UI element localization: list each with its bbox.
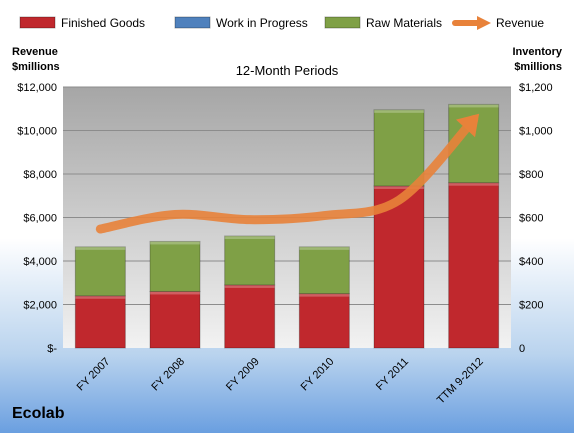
bar-highlight (224, 235, 275, 239)
bar-highlight (150, 291, 200, 295)
legend-swatch-arrow (477, 16, 491, 30)
bar-highlight (299, 246, 350, 250)
left-tick-label: $8,000 (23, 169, 57, 181)
bar-highlight (75, 246, 126, 250)
right-tick-label: $200 (519, 300, 543, 312)
right-tick-label: $1,200 (519, 82, 553, 94)
bar-highlight (374, 109, 424, 113)
bar-finished-goods (373, 185, 425, 349)
right-tick-label: $400 (519, 256, 543, 268)
legend-label: Raw Materials (366, 16, 442, 30)
right-tick-label: $1,000 (519, 126, 553, 138)
bar-raw-materials (74, 246, 126, 297)
bar-highlight (374, 185, 424, 189)
bar-raw-materials (373, 109, 425, 187)
bar-highlight (448, 182, 499, 186)
legend-swatch (324, 16, 361, 29)
bar-raw-materials (298, 246, 350, 295)
right-axis-title: Inventory (512, 46, 562, 58)
bar-finished-goods (74, 295, 126, 349)
left-tick-label: $- (47, 343, 57, 355)
bar-raw-materials (224, 235, 276, 286)
left-tick-label: $10,000 (17, 126, 57, 138)
category-label: FY 2008 (149, 356, 187, 394)
bar-finished-goods (298, 293, 350, 349)
category-label: TTM 9-2012 (435, 356, 486, 407)
right-tick-label: $600 (519, 213, 543, 225)
company-name: Ecolab (12, 405, 65, 422)
legend-swatch (19, 16, 56, 29)
category-label: FY 2009 (224, 356, 262, 394)
bar-highlight (150, 241, 200, 245)
left-axis-unit: $millions (12, 61, 60, 73)
bar-finished-goods (448, 182, 500, 349)
revenue-line (95, 115, 479, 234)
left-tick-label: $12,000 (17, 82, 57, 94)
left-tick-label: $4,000 (23, 256, 57, 268)
category-label: FY 2007 (75, 356, 113, 394)
left-axis-title: Revenue (12, 46, 58, 58)
category-label: FY 2011 (374, 356, 411, 393)
category-label: FY 2010 (299, 356, 337, 394)
legend-label: Work in Progress (216, 16, 308, 30)
right-axis-unit: $millions (514, 61, 562, 73)
bar-finished-goods (224, 284, 276, 349)
left-tick-label: $6,000 (23, 213, 57, 225)
bar-highlight (224, 284, 275, 288)
bar-highlight (448, 104, 499, 108)
right-tick-label: $800 (519, 169, 543, 181)
left-tick-label: $2,000 (23, 300, 57, 312)
legend-label: Revenue (496, 16, 544, 30)
chart-subtitle: 12-Month Periods (236, 63, 339, 78)
bar-highlight (299, 293, 350, 297)
legend-swatch (174, 16, 211, 29)
bar-raw-materials (149, 240, 201, 292)
legend-label: Finished Goods (61, 16, 145, 30)
revenue-arrowhead (455, 113, 480, 138)
bar-highlight (75, 295, 126, 299)
bar-finished-goods (149, 290, 201, 349)
right-tick-label: 0 (519, 343, 525, 355)
